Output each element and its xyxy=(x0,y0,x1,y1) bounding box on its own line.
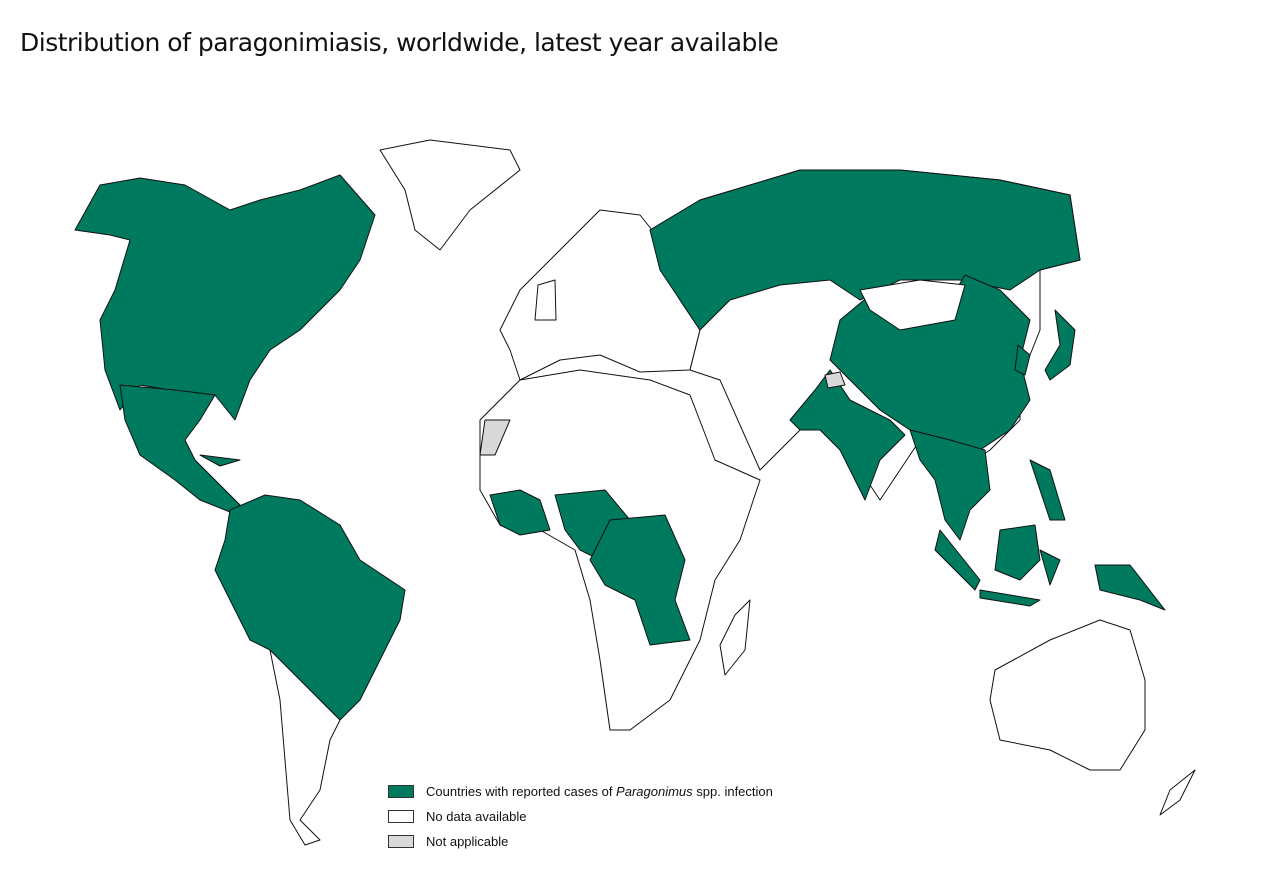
legend-item-not-applicable: Not applicable xyxy=(388,829,773,854)
sulawesi xyxy=(1039,549,1061,586)
australia xyxy=(989,619,1146,771)
legend-item-reported: Countries with reported cases of Paragon… xyxy=(388,779,773,804)
uk xyxy=(534,279,557,321)
java xyxy=(979,589,1041,607)
madagascar xyxy=(719,599,751,676)
new-zealand xyxy=(1159,769,1196,816)
kashmir xyxy=(824,371,846,389)
legend-label: Not applicable xyxy=(426,834,509,849)
south-asia xyxy=(789,369,906,501)
korea xyxy=(1014,344,1031,376)
sumatra xyxy=(934,529,981,591)
not-applicable-regions xyxy=(479,371,846,456)
legend-item-no-data: No data available xyxy=(388,804,773,829)
map-title: Distribution of paragonimiasis, worldwid… xyxy=(20,28,779,57)
legend: Countries with reported cases of Paragon… xyxy=(388,779,773,854)
greenland xyxy=(379,139,521,251)
russia xyxy=(649,169,1081,331)
mexico-central-america xyxy=(119,384,241,513)
legend-swatch xyxy=(388,810,414,823)
west-africa xyxy=(489,489,551,536)
central-africa xyxy=(589,514,691,646)
legend-label: No data available xyxy=(426,809,527,824)
japan xyxy=(1044,309,1076,381)
western-sahara xyxy=(479,419,511,456)
cuba xyxy=(199,454,241,467)
north-america xyxy=(74,174,376,421)
legend-swatch xyxy=(388,785,414,798)
reported-regions xyxy=(74,169,1166,721)
mongolia xyxy=(859,279,966,331)
south-america-north xyxy=(214,494,406,721)
legend-label: Countries with reported cases of Paragon… xyxy=(426,784,773,799)
philippines xyxy=(1029,459,1066,521)
papua-new-guinea xyxy=(1094,564,1166,611)
southeast-asia xyxy=(909,429,991,541)
legend-swatch xyxy=(388,835,414,848)
borneo xyxy=(994,524,1041,581)
